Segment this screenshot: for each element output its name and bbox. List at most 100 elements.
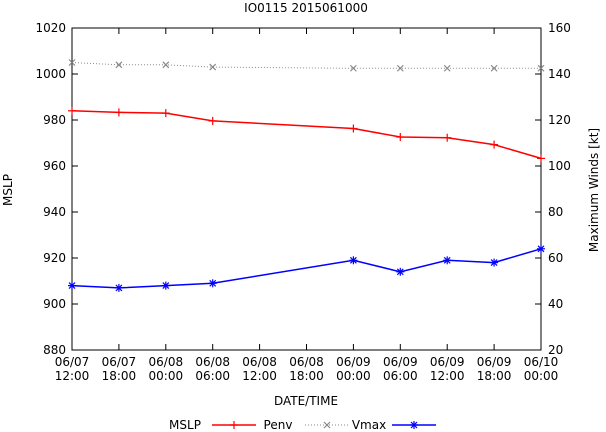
y-tick-label: 880 [43,343,66,357]
marker-d2 [115,61,123,69]
y2-tick-label: 20 [548,343,563,357]
x-tick-label-date: 06/08 [242,355,277,369]
data-point [115,61,123,69]
x-tick-label-date: 06/07 [55,355,90,369]
y-tick-label: 1000 [35,67,66,81]
marker-d2 [396,268,404,276]
y-tick-label: 940 [43,205,66,219]
x-tick-label-time: 12:00 [55,369,90,383]
y2-tick-label: 100 [548,159,571,173]
data-point [208,116,217,125]
x-tick-label-date: 06/09 [430,355,465,369]
y2-tick-label: 60 [548,251,563,265]
x-tick-label-date: 06/08 [149,355,184,369]
series-mslp [68,244,545,292]
x-tick-label-time: 12:00 [430,369,465,383]
marker-d2 [209,279,217,287]
legend-label-vmax: Vmax [352,418,386,432]
data-point [396,64,404,72]
data-point [443,133,452,142]
x-tick-label-time: 18:00 [289,369,324,383]
legend: MSLP Penv Vmax [169,418,436,432]
data-point [68,281,76,290]
data-point [349,64,357,72]
marker-d2 [162,61,170,69]
marker-d2 [537,64,545,72]
marker-d2 [349,64,357,72]
marker-d2 [68,59,76,66]
data-point [490,258,499,267]
data-point [209,63,217,71]
legend-item-vmax [305,421,349,429]
data-point [349,124,358,133]
x-tick-label-date: 06/07 [102,355,137,369]
data-point [443,256,452,265]
y2-tick-label: 40 [548,297,563,311]
x-tick-label-date: 06/09 [336,355,371,369]
x-tick-label-time: 00:00 [336,369,371,383]
axes: 880 900 920 940 960 980 1000 1020 20 40 60 80 100 120… [35,21,570,383]
data-point [537,154,545,163]
data-point [490,64,498,72]
legend-item-penv [212,421,256,429]
y2-tick-label: 140 [548,67,571,81]
marker-d2 [410,421,418,429]
marker-d2 [537,245,545,253]
x-tick-label-time: 06:00 [383,369,418,383]
chart-title: IO0115 2015061000 [244,1,368,15]
data-point [114,108,123,117]
marker-d2 [443,64,451,72]
y-tick-label: 920 [43,251,66,265]
data-point [490,140,499,149]
series-line-vmax [71,62,541,69]
series-vmax [68,59,545,72]
y-axis-label: MSLP [1,174,15,206]
legend-label-penv: Penv [264,418,293,432]
x-tick-label-date: 06/10 [524,355,559,369]
data-point [443,64,451,72]
x-tick-label-date: 06/08 [289,355,324,369]
legend-title: MSLP [169,418,201,432]
data-point [114,283,123,292]
data-point [537,244,545,253]
x-tick-label-time: 00:00 [149,369,184,383]
x-axis-label: DATE/TIME [274,394,338,408]
x-tick-label-date: 06/09 [383,355,418,369]
data-point [396,133,405,142]
data-point [208,279,217,288]
y-tick-label: 1020 [35,21,66,35]
marker-d2 [209,63,217,71]
data-point [68,59,76,66]
y-tick-label: 900 [43,297,66,311]
y-tick-label: 980 [43,113,66,127]
legend-item-mslp [392,421,436,429]
data-point [162,61,170,69]
data-point [68,106,76,115]
series-layer [68,59,545,292]
x-tick-label-time: 06:00 [195,369,230,383]
x-tick-label-time: 12:00 [242,369,277,383]
marker-d2 [162,282,170,290]
data-point [396,267,405,276]
y2-tick-label: 120 [548,113,571,127]
x-tick-label-time: 18:00 [477,369,512,383]
marker-d2 [490,64,498,72]
y2-tick-label: 160 [548,21,571,35]
data-point [161,109,170,118]
series-line-penv [71,110,542,160]
series-line-mslp [71,248,542,289]
marker-d2 [490,259,498,267]
marker-d2 [115,284,123,292]
marker-d2 [68,282,76,290]
x-tick-label-time: 18:00 [102,369,137,383]
marker-d2 [323,421,331,429]
plot-frame [71,27,542,351]
data-point [537,64,545,72]
marker-d2 [349,256,357,264]
series-penv [68,106,545,163]
data-point [161,281,170,290]
data-point [349,256,358,265]
x-tick-label-date: 06/08 [195,355,230,369]
y-tick-label: 960 [43,159,66,173]
